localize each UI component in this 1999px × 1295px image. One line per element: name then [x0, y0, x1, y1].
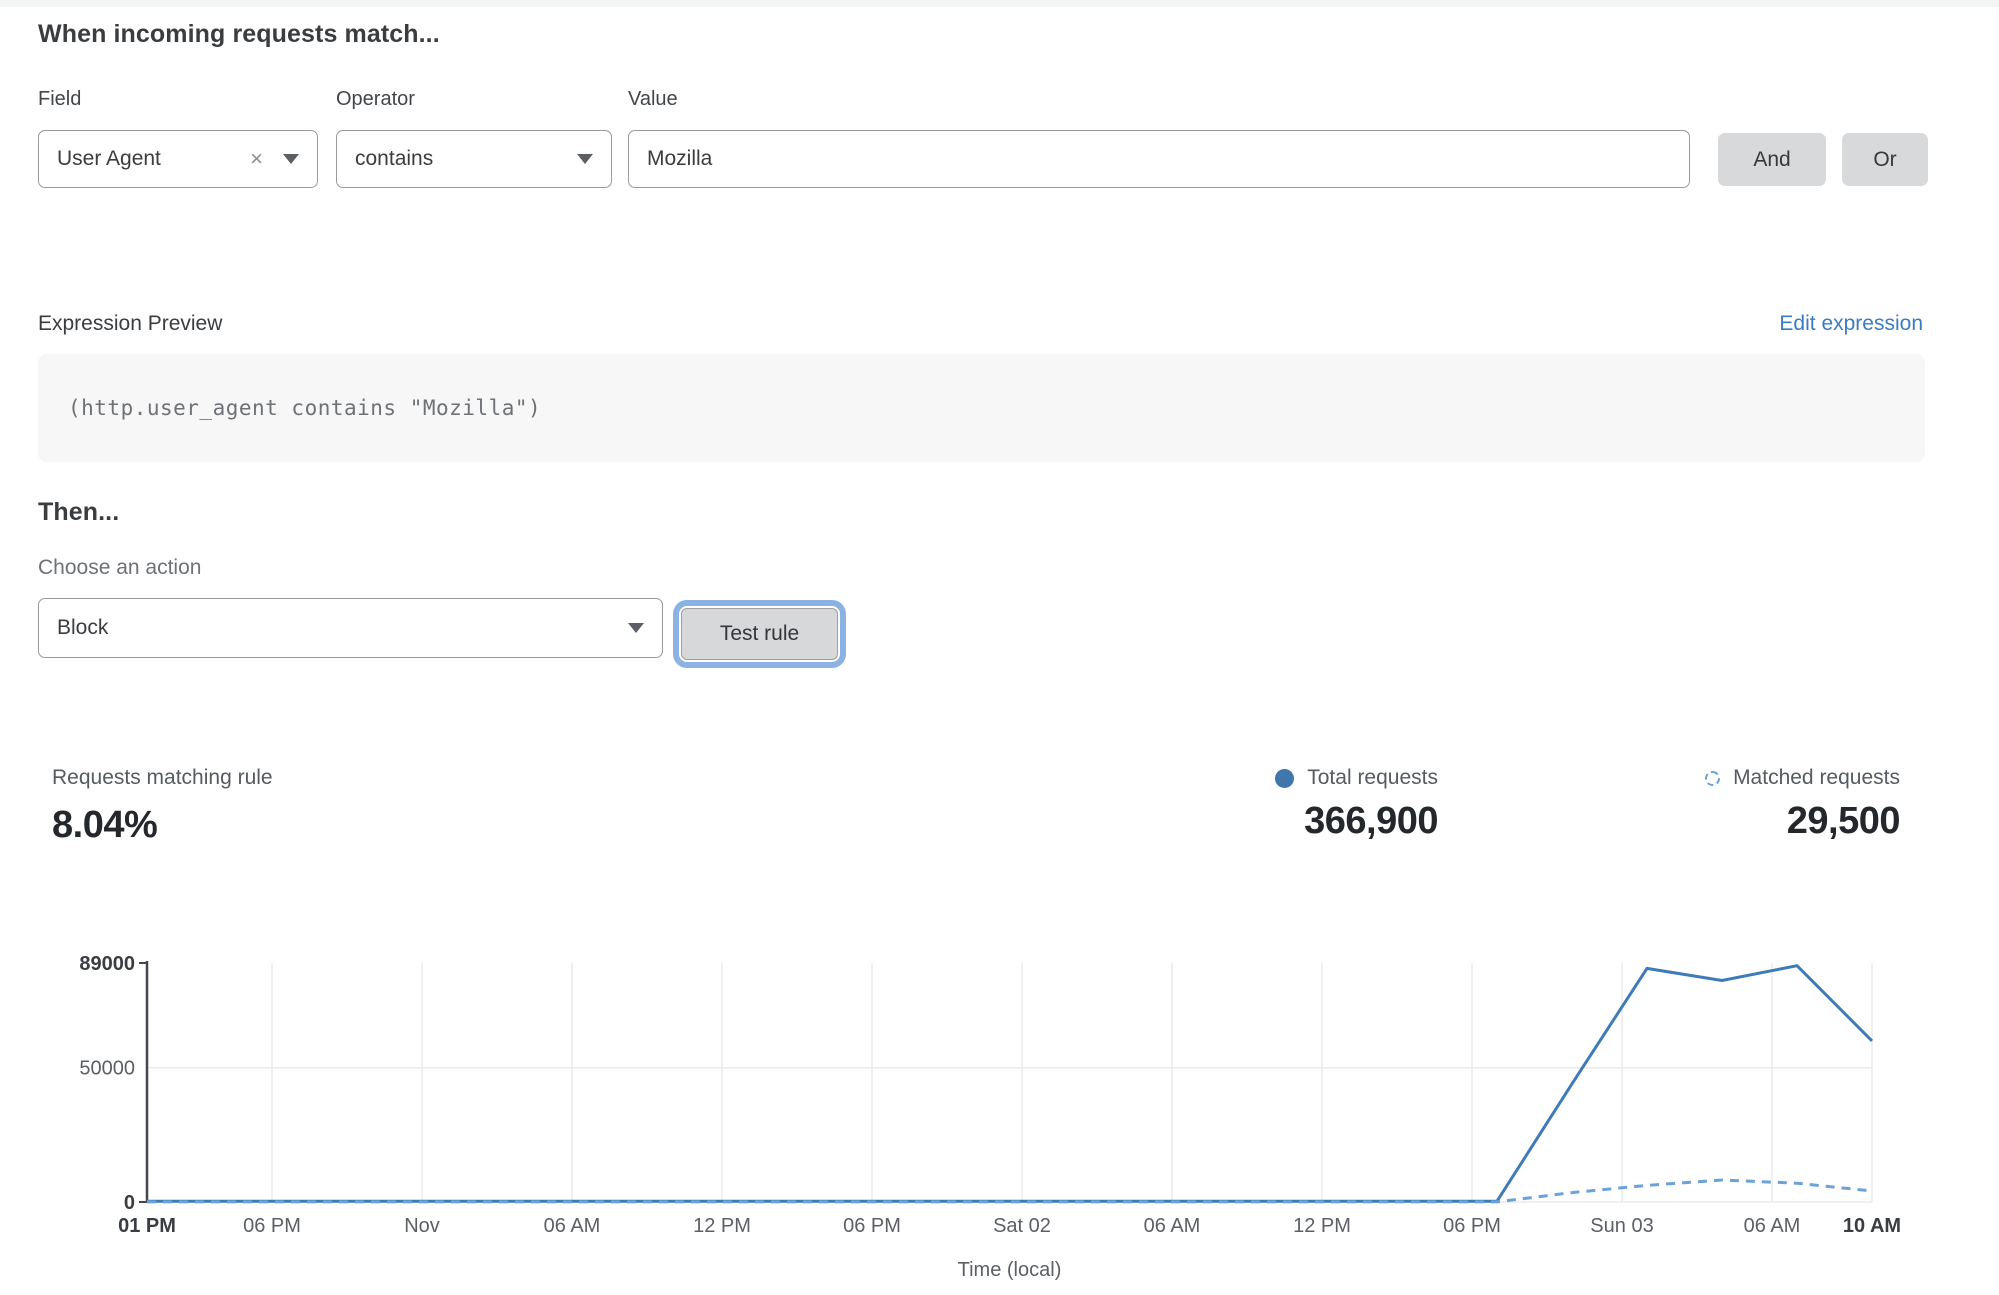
svg-text:06 AM: 06 AM	[544, 1215, 601, 1237]
requests-matching-label: Requests matching rule	[52, 766, 273, 789]
svg-text:Time (local): Time (local)	[958, 1259, 1062, 1281]
field-select[interactable]: User Agent ×	[38, 130, 318, 188]
operator-select-value: contains	[355, 147, 434, 170]
choose-action-label: Choose an action	[38, 556, 202, 579]
field-label: Field	[38, 88, 82, 110]
chevron-down-icon	[577, 154, 593, 164]
value-input[interactable]	[628, 130, 1690, 188]
action-select[interactable]: Block	[38, 598, 663, 658]
svg-text:06 AM: 06 AM	[1744, 1215, 1801, 1237]
clear-field-icon[interactable]: ×	[250, 146, 263, 171]
svg-text:Nov: Nov	[404, 1215, 440, 1237]
and-button[interactable]: And	[1718, 133, 1826, 186]
requests-matching-value: 8.04%	[52, 804, 158, 846]
chevron-down-icon	[283, 154, 299, 164]
operator-select[interactable]: contains	[336, 130, 612, 188]
top-edge-strip	[0, 0, 1999, 7]
svg-text:89000: 89000	[79, 953, 135, 975]
svg-text:12 PM: 12 PM	[1293, 1215, 1351, 1237]
svg-text:50000: 50000	[79, 1058, 135, 1080]
svg-text:06 PM: 06 PM	[843, 1215, 901, 1237]
expression-code-box: (http.user_agent contains "Mozilla")	[38, 354, 1925, 462]
total-requests-label: Total requests	[1307, 766, 1438, 789]
expression-preview-label: Expression Preview	[38, 312, 223, 335]
svg-text:10 AM: 10 AM	[1843, 1215, 1901, 1237]
total-requests-value: 366,900	[1304, 800, 1438, 842]
legend-matched-requests: Matched requests	[1705, 766, 1900, 790]
matched-requests-label: Matched requests	[1733, 766, 1900, 789]
svg-text:12 PM: 12 PM	[693, 1215, 751, 1237]
or-button[interactable]: Or	[1842, 133, 1928, 186]
when-match-heading: When incoming requests match...	[38, 20, 440, 48]
svg-text:Sun 03: Sun 03	[1590, 1215, 1653, 1237]
solid-dot-icon	[1275, 768, 1295, 788]
svg-text:Sat 02: Sat 02	[993, 1215, 1051, 1237]
value-label: Value	[628, 88, 678, 110]
edit-expression-link[interactable]: Edit expression	[1779, 312, 1923, 335]
requests-line-chart: 0 50000 89000 01 PM 06 PM Nov 06 AM 12 PM 06 PM S…	[79, 953, 1901, 1281]
svg-text:06 PM: 06 PM	[243, 1215, 301, 1237]
svg-text:06 PM: 06 PM	[1443, 1215, 1501, 1237]
matched-requests-value: 29,500	[1786, 800, 1901, 842]
action-select-value: Block	[57, 616, 109, 639]
then-heading: Then...	[38, 498, 120, 526]
test-rule-button[interactable]: Test rule	[681, 608, 838, 660]
svg-text:06 AM: 06 AM	[1144, 1215, 1201, 1237]
legend-total-requests: Total requests	[1275, 766, 1438, 790]
svg-text:0: 0	[124, 1192, 135, 1214]
dashed-circle-icon	[1705, 770, 1721, 786]
chevron-down-icon	[628, 623, 644, 633]
expression-code: (http.user_agent contains "Mozilla")	[68, 396, 542, 420]
operator-label: Operator	[336, 88, 415, 110]
field-select-value: User Agent	[57, 147, 161, 170]
svg-text:01 PM: 01 PM	[118, 1215, 176, 1237]
